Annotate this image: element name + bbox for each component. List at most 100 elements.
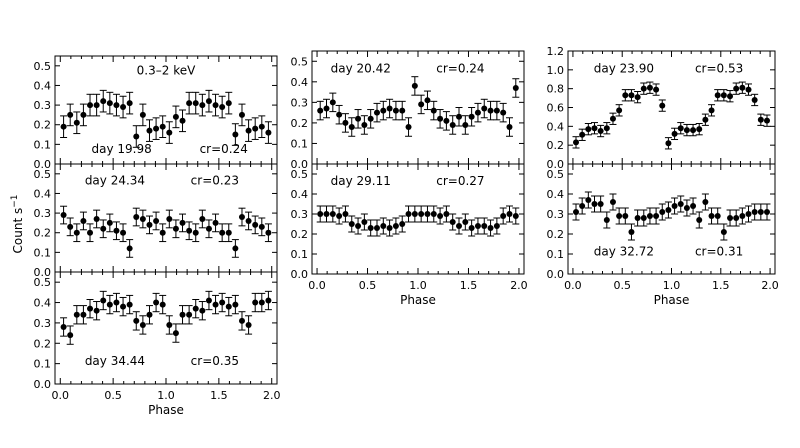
x-tick-label: 1.0 <box>409 279 427 292</box>
x-tick-label: 0.5 <box>359 279 377 292</box>
data-point <box>411 82 418 89</box>
day-label: day 24.34 <box>85 174 145 188</box>
data-point <box>677 201 684 207</box>
data-point <box>133 214 140 221</box>
data-point <box>714 213 721 219</box>
x-axis-label: Phase <box>148 403 184 417</box>
data-point <box>468 225 475 231</box>
data-point <box>113 299 120 306</box>
data-point <box>733 85 740 92</box>
data-point <box>405 124 412 131</box>
data-point <box>745 86 752 93</box>
data-point <box>100 225 107 232</box>
data-point <box>603 217 610 223</box>
data-point <box>399 221 406 227</box>
data-point <box>159 229 166 236</box>
count-rate-label: cr=0.23 <box>191 174 239 188</box>
count-rate-label: cr=0.24 <box>200 142 248 156</box>
y-tick-label: 0.3 <box>34 207 52 220</box>
data-point <box>646 84 653 91</box>
data-point <box>219 104 226 111</box>
data-point <box>179 117 186 124</box>
data-point <box>87 102 94 109</box>
data-point <box>493 223 500 229</box>
x-axis-label: Phase <box>400 293 436 307</box>
data-point <box>634 215 641 221</box>
x-tick-label: 2.0 <box>510 279 528 292</box>
y-tick-label: 0.4 <box>291 188 309 201</box>
x-axis-label: Phase <box>654 293 690 307</box>
data-point <box>597 201 604 207</box>
data-point <box>603 125 610 132</box>
y-tick-label: 0.0 <box>547 268 565 281</box>
data-point <box>205 225 212 232</box>
data-point <box>468 113 475 120</box>
panel-right-1: 0.0 0.2 0.4 0.6 0.8 1.0 1.2 day 23.90 cr=0.53 <box>547 45 776 171</box>
data-point <box>120 303 127 310</box>
data-point <box>462 219 469 225</box>
data-point <box>336 213 343 219</box>
x-tick-label: 1.5 <box>460 279 478 292</box>
data-point <box>106 100 113 107</box>
data-point <box>739 84 746 91</box>
y-tick-label: 0.5 <box>34 276 52 289</box>
data-point <box>597 128 604 135</box>
data-point <box>146 127 153 134</box>
y-tick-label: 0.3 <box>34 317 52 330</box>
data-point <box>757 116 764 123</box>
data-point <box>696 217 703 223</box>
data-point <box>329 99 336 106</box>
data-point <box>120 104 127 111</box>
day-label: day 32.72 <box>594 244 654 258</box>
data-point <box>205 297 212 304</box>
data-point <box>653 213 660 219</box>
data-point <box>179 219 186 226</box>
data-point <box>225 100 232 107</box>
data-point <box>392 107 399 114</box>
y-tick-label: 0.5 <box>34 168 52 181</box>
data-point <box>690 127 697 134</box>
data-point <box>380 223 387 229</box>
data-point <box>659 209 666 215</box>
data-point <box>60 323 67 330</box>
data-point <box>265 229 272 236</box>
data-point <box>87 305 94 312</box>
panel-right-2: 0.0 0.1 0.2 0.3 0.4 0.5 0.0 0.5 1.0 1.5 2.0 day 32.… <box>547 163 779 307</box>
x-tick-label: 0.0 <box>52 389 70 402</box>
data-point <box>585 197 592 203</box>
data-point <box>500 213 507 219</box>
data-point <box>579 203 586 209</box>
x-tick-label: 1.0 <box>157 389 175 402</box>
y-axis-label-exponent: −1 <box>10 195 20 208</box>
data-point <box>591 125 598 132</box>
y-tick-label: 0.1 <box>34 138 52 151</box>
y-tick-label: 1.0 <box>547 64 565 77</box>
y-tick-label: 0.2 <box>291 228 309 241</box>
data-point <box>80 111 87 118</box>
data-point <box>336 111 343 118</box>
data-point <box>342 119 349 126</box>
data-point <box>317 211 324 217</box>
panels-group: 0.0 0.1 0.2 0.3 0.4 0.5 0.3–2 keV day 19.98 cr=0… <box>34 45 779 417</box>
data-point <box>616 213 623 219</box>
count-rate-label: cr=0.24 <box>436 61 484 75</box>
data-point <box>93 307 100 314</box>
y-tick-label: 0.5 <box>291 55 309 68</box>
data-point <box>172 225 179 232</box>
data-point <box>186 311 193 318</box>
data-point <box>443 117 450 124</box>
x-tick-label: 1.5 <box>712 279 730 292</box>
data-point <box>411 211 418 217</box>
data-point <box>591 201 598 207</box>
data-point <box>449 121 456 128</box>
energy-band-label: 0.3–2 keV <box>137 63 196 77</box>
data-point <box>133 133 140 140</box>
data-point <box>219 299 226 306</box>
data-point <box>93 215 100 222</box>
data-point <box>252 299 259 306</box>
data-point <box>212 102 219 109</box>
data-point <box>474 109 481 116</box>
data-point <box>166 321 173 328</box>
y-tick-label: 0.2 <box>34 119 52 132</box>
data-point <box>258 299 265 306</box>
